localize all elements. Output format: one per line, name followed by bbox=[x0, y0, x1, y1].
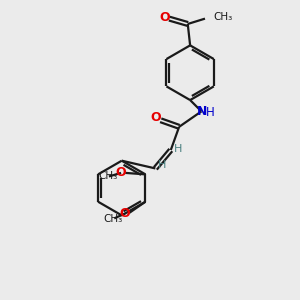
Text: H: H bbox=[206, 106, 215, 119]
Text: O: O bbox=[150, 111, 161, 124]
Text: H: H bbox=[158, 160, 166, 170]
Text: CH₃: CH₃ bbox=[213, 12, 232, 22]
Text: N: N bbox=[197, 106, 207, 118]
Text: O: O bbox=[119, 207, 130, 220]
Text: O: O bbox=[159, 11, 170, 24]
Text: CH₃: CH₃ bbox=[103, 214, 123, 224]
Text: CH₃: CH₃ bbox=[98, 172, 117, 182]
Text: H: H bbox=[174, 144, 182, 154]
Text: O: O bbox=[115, 166, 126, 179]
